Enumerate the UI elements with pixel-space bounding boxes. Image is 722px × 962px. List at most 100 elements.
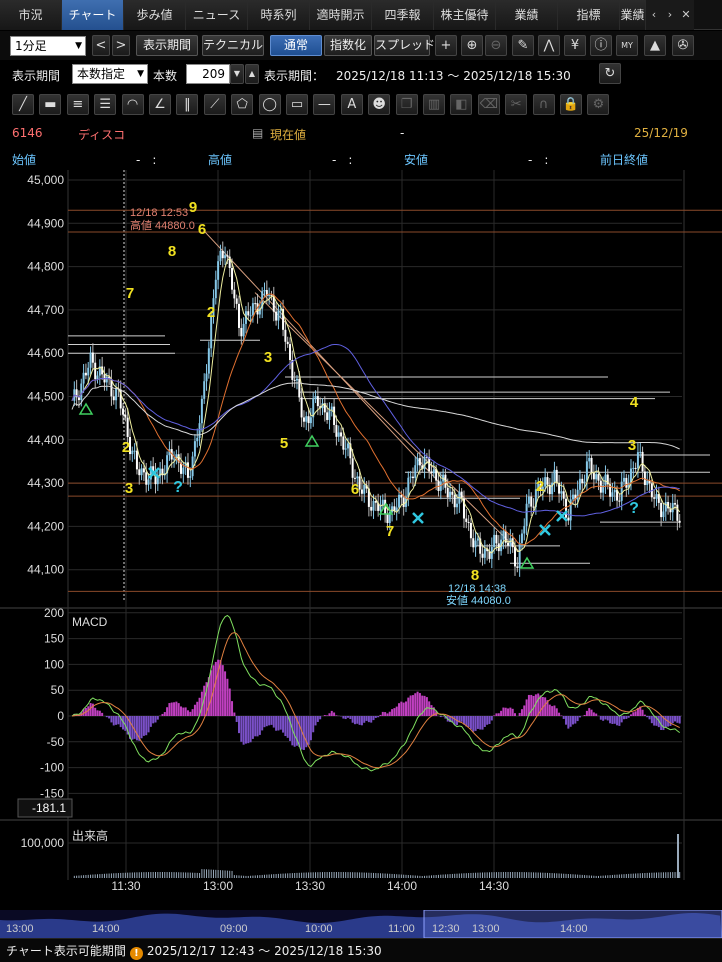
candle — [91, 352, 94, 363]
candle — [632, 467, 635, 469]
my-icon[interactable]: MY — [616, 35, 638, 56]
gann-fan-icon[interactable]: ⟋ — [203, 94, 226, 115]
candle — [421, 465, 424, 470]
candle — [328, 410, 331, 420]
candle — [462, 498, 465, 519]
candle — [391, 506, 394, 513]
delete-icon[interactable]: ▥ — [423, 94, 445, 115]
candle — [655, 494, 658, 499]
candle — [363, 484, 366, 494]
candle — [184, 462, 187, 468]
yen-icon[interactable]: ¥ — [564, 35, 586, 56]
candle — [333, 406, 336, 425]
tab-benefits[interactable]: 株主優待 — [434, 0, 496, 30]
candle — [588, 457, 591, 462]
settings-icon[interactable]: ⚙ — [587, 94, 610, 115]
period-button[interactable]: 表示期間 — [136, 35, 198, 56]
zoom-out-icon[interactable]: ⊖ — [485, 35, 507, 56]
candle — [263, 290, 266, 292]
wrench-icon[interactable]: ✇ — [672, 35, 694, 56]
fan-icon[interactable]: ∠ — [149, 94, 171, 115]
icon-stamp-icon[interactable]: ☻ — [368, 94, 391, 115]
candle — [585, 461, 588, 482]
candle — [664, 501, 667, 512]
tab-scroll-left-icon[interactable]: ‹ — [646, 0, 662, 30]
chart-pattern-icon[interactable]: ⋀ — [538, 35, 560, 56]
candle — [135, 450, 138, 470]
interval-select[interactable]: 1分足 ▼ — [10, 36, 86, 56]
candle — [553, 469, 556, 483]
tab-results-2[interactable]: 業績 — [620, 0, 646, 30]
zoom-in-icon[interactable]: ⊕ — [461, 35, 483, 56]
price-tick-label: 44,400 — [27, 433, 64, 447]
candle — [293, 379, 296, 381]
pen-icon[interactable]: ✎ — [512, 35, 534, 56]
pentagon-icon[interactable]: ⬠ — [231, 94, 254, 115]
candle — [590, 457, 593, 473]
price-chart[interactable]: 45,000 44,900 44,800 44,700 44,600 44,500 44,4… — [0, 170, 722, 910]
tab-timeseries[interactable]: 時系列 — [248, 0, 310, 30]
horizontal-lines-icon[interactable]: ≡ — [66, 94, 89, 115]
tab-news[interactable]: ニュース — [186, 0, 248, 30]
circle-icon[interactable]: ◯ — [258, 94, 281, 115]
eraser-icon[interactable]: ⌫ — [477, 94, 500, 115]
tab-market[interactable]: 市況 — [0, 0, 62, 30]
eraser-all-icon[interactable]: ✂ — [505, 94, 528, 115]
candle — [258, 308, 261, 315]
delete-all-icon[interactable]: ◧ — [450, 94, 473, 115]
count-dropdown-icon[interactable]: ▼ — [230, 64, 244, 84]
magnet-icon[interactable]: ∩ — [532, 94, 555, 115]
trendline-icon[interactable]: ╱ — [12, 94, 34, 115]
candle — [453, 494, 456, 508]
reload-icon[interactable]: ↻ — [599, 63, 621, 84]
period-select[interactable]: 本数指定 ▼ — [72, 64, 148, 84]
copy-icon[interactable]: ❐ — [395, 94, 418, 115]
count-input[interactable]: 209 — [186, 64, 230, 84]
tab-indicators[interactable]: 指標 — [558, 0, 620, 30]
candle — [576, 489, 579, 500]
candle — [131, 450, 134, 455]
trendline — [254, 292, 521, 553]
mode-normal-button[interactable]: 通常 — [270, 35, 322, 56]
candle — [289, 344, 292, 361]
prev-button[interactable]: < — [92, 35, 110, 56]
vertical-lines-icon[interactable]: ‖ — [176, 94, 199, 115]
tab-results[interactable]: 業績 — [496, 0, 558, 30]
plus-icon[interactable]: + — [435, 35, 457, 56]
ruler-icon[interactable]: ▬ — [39, 94, 62, 115]
text-icon[interactable]: A — [340, 94, 363, 115]
tab-shikiho[interactable]: 四季報 — [372, 0, 434, 30]
candle — [609, 484, 612, 497]
info-icon[interactable]: ⓘ — [590, 35, 612, 56]
fibonacci-icon[interactable]: ☰ — [94, 94, 117, 115]
candle — [89, 352, 92, 368]
candle — [509, 538, 512, 546]
chart-canvas[interactable]: 45,000 44,900 44,800 44,700 44,600 44,500 44,4… — [0, 170, 722, 910]
horizontal-line-icon[interactable]: — — [313, 94, 336, 115]
macd-tick-label: -100 — [40, 761, 64, 775]
candle — [175, 454, 178, 459]
close-icon[interactable]: ✕ — [678, 0, 694, 30]
technical-button[interactable]: テクニカル — [202, 35, 264, 56]
next-button[interactable]: > — [112, 35, 130, 56]
high-value: - : — [332, 153, 353, 167]
lock-icon[interactable]: 🔒 — [560, 94, 582, 115]
rectangle-icon[interactable]: ▭ — [286, 94, 308, 115]
tab-ticks[interactable]: 歩み値 — [124, 0, 186, 30]
candle — [544, 477, 547, 487]
tab-chart[interactable]: チャート — [62, 0, 124, 30]
area-chart-icon[interactable]: ▲ — [644, 35, 666, 56]
candle — [583, 481, 586, 484]
candle — [398, 494, 401, 508]
tab-disclosure[interactable]: 適時開示 — [310, 0, 372, 30]
mode-spread-button[interactable]: スプレッド — [374, 35, 435, 56]
candle — [483, 548, 486, 558]
tab-scroll-right-icon[interactable]: › — [662, 0, 678, 30]
arc-icon[interactable]: ◠ — [121, 94, 144, 115]
count-label: 6 — [351, 481, 359, 498]
navigator[interactable]: 13:00 14:00 09:00 10:00 11:00 12:30 13:00 14:00 — [0, 909, 722, 939]
candle — [265, 290, 268, 297]
count-up-icon[interactable]: ▲ — [245, 64, 259, 84]
navigator-canvas[interactable]: 13:00 14:00 09:00 10:00 11:00 12:30 13:00 14:00 — [0, 909, 722, 939]
mode-index-button[interactable]: 指数化 — [324, 35, 372, 56]
